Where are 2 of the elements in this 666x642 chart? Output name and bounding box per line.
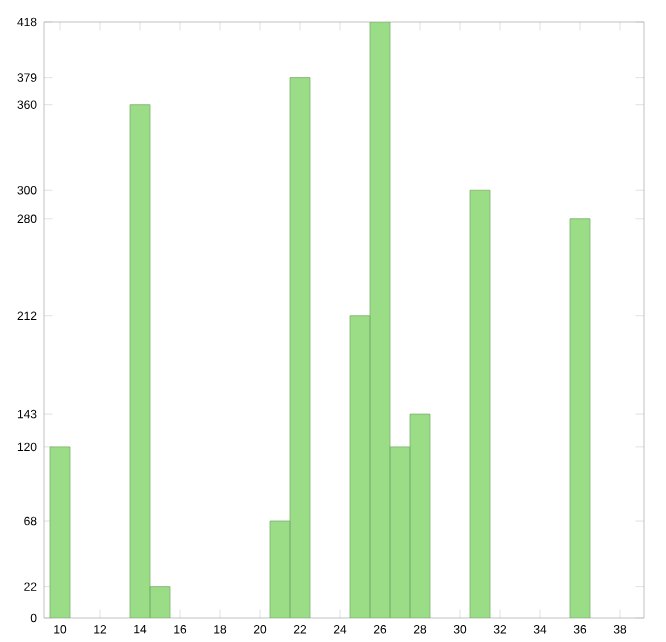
bar [469,189,491,618]
bar [569,218,591,618]
